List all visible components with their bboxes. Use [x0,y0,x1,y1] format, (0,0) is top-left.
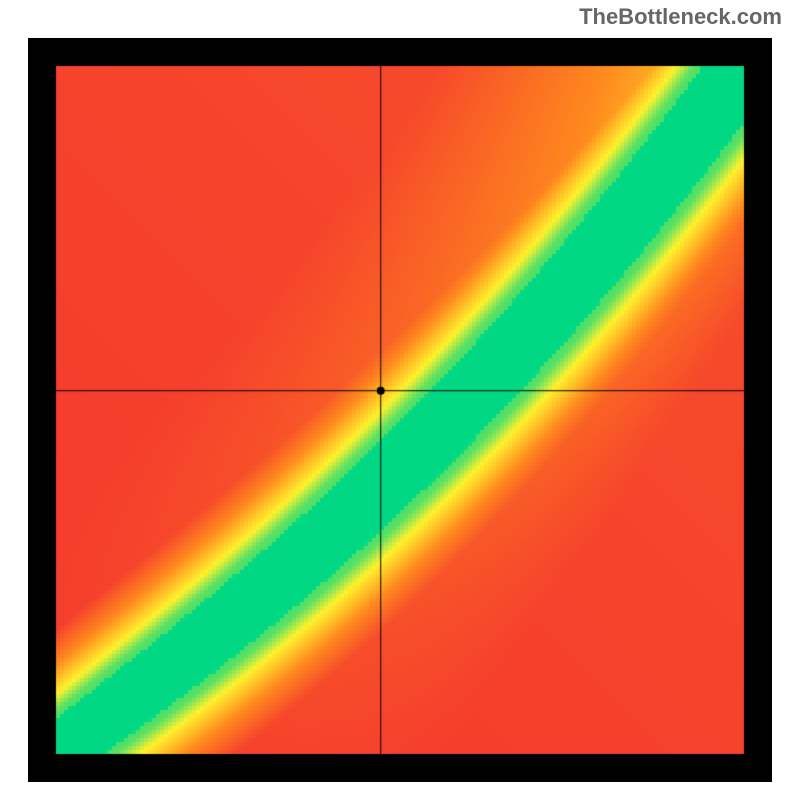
watermark-text: TheBottleneck.com [579,4,782,30]
bottleneck-heatmap-frame [28,38,772,782]
bottleneck-heatmap [28,38,772,782]
